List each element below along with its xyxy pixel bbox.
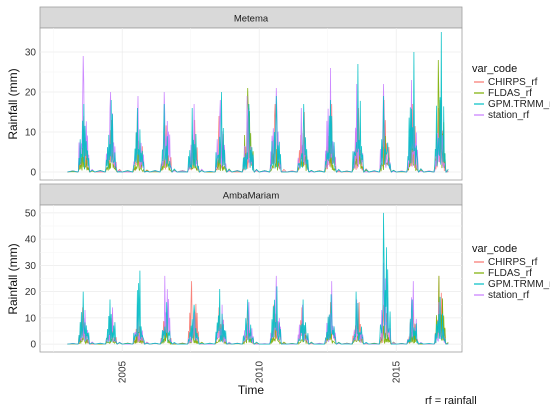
panel-metema: Metema 0 10 20 30: [25, 6, 463, 181]
legend-label: GPM.TRMM_rf: [488, 279, 550, 290]
x-axis-title: Time: [238, 383, 265, 397]
y-tick-label: 20: [25, 88, 37, 99]
x-tick-label: 2005: [118, 360, 129, 383]
y-ticks-ambamariam: 0 10 20 30 40 50: [25, 208, 37, 350]
x-tick-label: 2010: [255, 360, 266, 383]
y-axis-title-metema: Rainfall (mm): [6, 68, 20, 139]
y-axis-title-ambamariam: Rainfall (mm): [6, 243, 20, 314]
x-tick-label: 2015: [392, 360, 403, 383]
panel-ambamariam: AmbaMariam 0 10 20 30 40 50: [25, 183, 463, 353]
legend-label: CHIRPS_rf: [488, 77, 538, 88]
gridlines-metema: [40, 28, 462, 180]
y-tick-label: 10: [25, 128, 37, 139]
legend-label: FLDAS_rf: [488, 88, 532, 99]
strip-label-metema: Metema: [234, 14, 269, 25]
legend-label: station_rf: [488, 110, 529, 121]
series-line-gpm-trmm-rf: [67, 31, 449, 173]
legend-metema: var_code CHIRPS_rfFLDAS_rfGPM.TRMM_rfstat…: [472, 63, 550, 121]
series-ambamariam: [67, 212, 449, 346]
y-tick-label: 0: [30, 168, 36, 179]
y-tick-label: 30: [25, 48, 37, 59]
legend-label: GPM.TRMM_rf: [488, 99, 550, 110]
legend-label: CHIRPS_rf: [488, 257, 538, 268]
legend-title: var_code: [472, 63, 517, 75]
footnote-rf: rf = rainfall: [425, 395, 477, 407]
y-tick-label: 10: [25, 313, 37, 324]
legend-label: FLDAS_rf: [488, 268, 532, 279]
y-tick-label: 40: [25, 235, 37, 246]
legend-label: station_rf: [488, 290, 529, 301]
y-ticks-metema: 0 10 20 30: [25, 48, 37, 179]
y-tick-label: 20: [25, 287, 37, 298]
y-tick-label: 30: [25, 261, 37, 272]
x-ticks: 2005 2010 2015: [118, 360, 403, 383]
series-line-gpm-trmm-rf: [67, 212, 449, 345]
y-tick-label: 0: [30, 340, 36, 351]
strip-label-ambamariam: AmbaMariam: [223, 191, 280, 202]
legend-ambamariam: var_code CHIRPS_rfFLDAS_rfGPM.TRMM_rfstat…: [472, 243, 550, 301]
legend-title: var_code: [472, 243, 517, 255]
series-metema: [67, 31, 449, 173]
y-tick-label: 50: [25, 208, 37, 219]
